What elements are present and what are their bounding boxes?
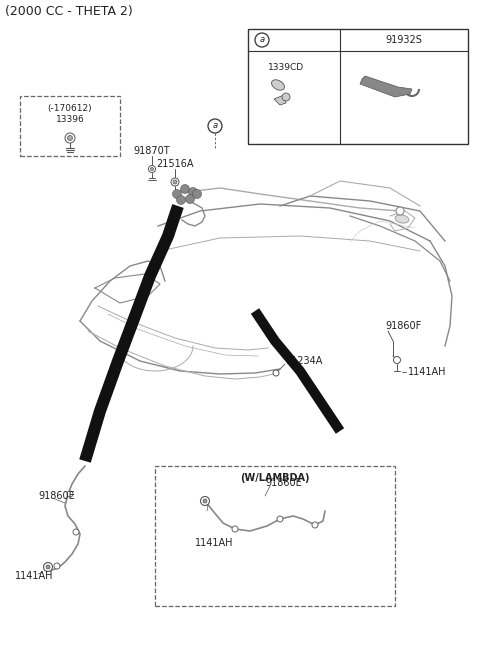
Ellipse shape: [272, 80, 285, 91]
Circle shape: [171, 178, 179, 186]
Bar: [155, 466, 395, 606]
Circle shape: [185, 194, 194, 203]
Circle shape: [73, 529, 79, 535]
Circle shape: [46, 565, 50, 569]
Ellipse shape: [395, 215, 409, 223]
Text: 1141AH: 1141AH: [15, 571, 53, 581]
Circle shape: [173, 180, 177, 184]
Polygon shape: [360, 76, 412, 97]
Text: 1141AH: 1141AH: [408, 367, 446, 377]
Text: 91234A: 91234A: [285, 356, 323, 366]
Text: 1339CD: 1339CD: [268, 62, 304, 72]
Circle shape: [44, 562, 52, 571]
Circle shape: [277, 516, 283, 522]
Bar: [248, 29, 468, 144]
Circle shape: [273, 370, 279, 376]
Circle shape: [177, 195, 185, 205]
Circle shape: [208, 119, 222, 133]
Text: 91870T: 91870T: [134, 146, 170, 156]
Circle shape: [232, 526, 238, 532]
Circle shape: [201, 497, 209, 506]
Circle shape: [68, 136, 72, 140]
Polygon shape: [251, 308, 344, 434]
Circle shape: [67, 491, 73, 497]
Bar: [20, 96, 120, 156]
Circle shape: [189, 188, 197, 197]
Text: 21516A: 21516A: [156, 159, 194, 169]
Circle shape: [192, 190, 202, 199]
Polygon shape: [274, 95, 286, 105]
Text: 91860F: 91860F: [385, 321, 421, 331]
Circle shape: [54, 563, 60, 569]
Circle shape: [282, 93, 290, 101]
Circle shape: [396, 207, 404, 215]
Circle shape: [203, 499, 207, 503]
Text: (2000 CC - THETA 2): (2000 CC - THETA 2): [5, 5, 133, 18]
Circle shape: [172, 190, 181, 199]
Text: a: a: [213, 121, 217, 131]
Circle shape: [180, 184, 190, 194]
Circle shape: [148, 165, 156, 173]
Text: a: a: [259, 35, 264, 45]
Text: 13396: 13396: [56, 115, 84, 123]
Text: (W/LAMBDA): (W/LAMBDA): [240, 473, 310, 483]
Text: 1141AH: 1141AH: [195, 538, 233, 548]
Circle shape: [151, 167, 154, 171]
Polygon shape: [79, 204, 184, 462]
Circle shape: [255, 33, 269, 47]
Circle shape: [65, 133, 75, 143]
Circle shape: [394, 356, 400, 363]
Text: 91860E: 91860E: [265, 478, 302, 488]
Text: 91932S: 91932S: [385, 35, 422, 45]
Circle shape: [312, 522, 318, 528]
Text: (-170612): (-170612): [48, 104, 92, 112]
Text: 91860E: 91860E: [38, 491, 75, 501]
